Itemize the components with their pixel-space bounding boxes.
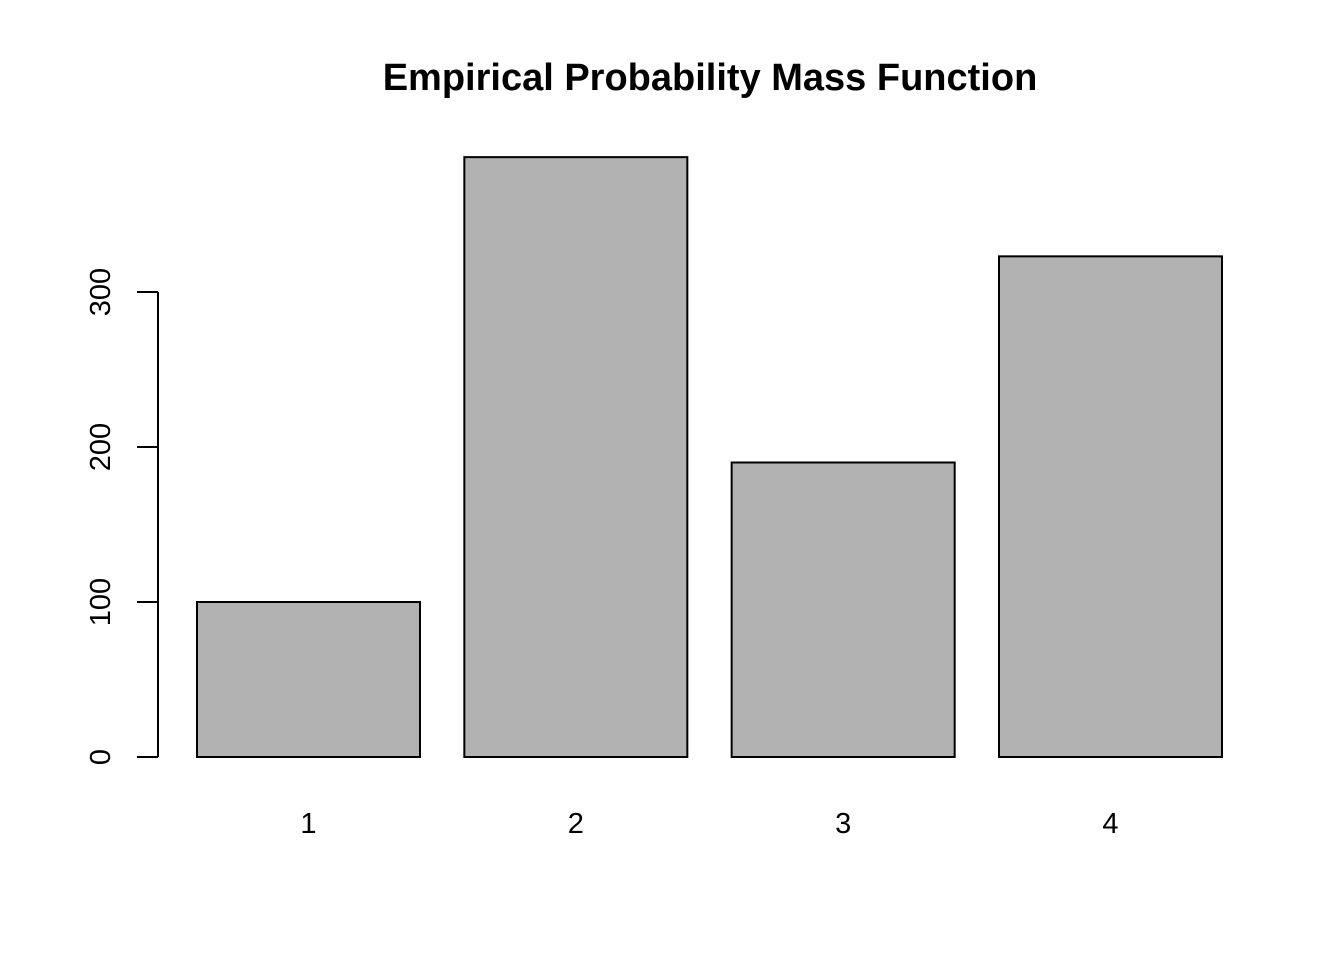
x-category-label: 1 xyxy=(300,808,316,840)
bar xyxy=(463,156,689,758)
y-tick-label: 300 xyxy=(85,268,117,316)
chart-title: Empirical Probability Mass Function xyxy=(382,57,1038,99)
x-category-label: 4 xyxy=(1102,808,1118,840)
y-tick-label: 100 xyxy=(85,578,117,626)
x-category-label: 2 xyxy=(568,808,584,840)
bar xyxy=(997,255,1223,758)
y-tick-label: 200 xyxy=(85,423,117,471)
bar xyxy=(730,461,956,758)
x-category-label: 3 xyxy=(835,808,851,840)
bar xyxy=(196,601,421,758)
y-tick-label: 0 xyxy=(85,749,117,765)
